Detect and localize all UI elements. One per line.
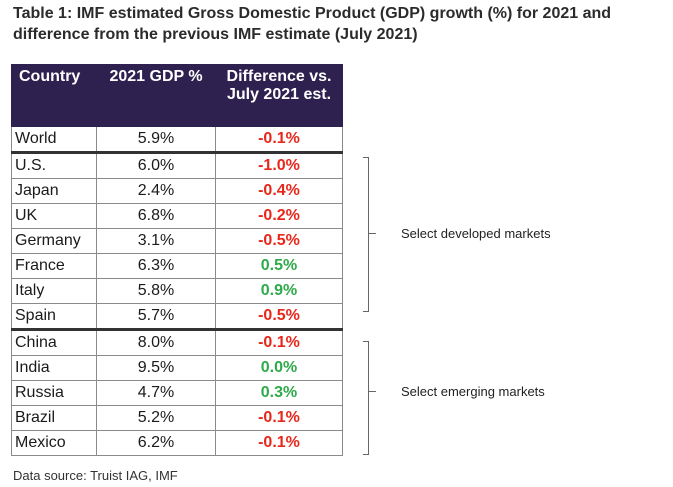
country-cell: UK [11, 203, 97, 229]
gdp-cell: 6.0% [96, 152, 216, 179]
emerging-bracket [363, 341, 369, 455]
table-row: Spain 5.7% -0.5% [11, 303, 343, 331]
difference-cell: -0.1% [215, 405, 343, 431]
difference-cell: -0.1% [215, 430, 343, 456]
gdp-cell: 4.7% [96, 380, 216, 406]
country-cell: France [11, 253, 97, 279]
table-row: France 6.3% 0.5% [11, 253, 343, 279]
gdp-cell: 6.8% [96, 203, 216, 229]
gdp-cell: 5.9% [96, 126, 216, 154]
difference-cell: -0.5% [215, 228, 343, 254]
table-row: UK 6.8% -0.2% [11, 203, 343, 229]
difference-cell: -0.2% [215, 203, 343, 229]
gdp-cell: 9.5% [96, 355, 216, 381]
table-body: World 5.9% -0.1% U.S. 6.0% -1.0% Japan 2.4% -0.4… [11, 126, 343, 456]
gdp-cell: 3.1% [96, 228, 216, 254]
developed-bracket-tick [369, 233, 376, 234]
emerging-markets-label: Select emerging markets [401, 384, 545, 399]
difference-cell: -0.4% [215, 178, 343, 204]
emerging-bracket-tick [369, 391, 376, 392]
country-cell: Spain [11, 303, 97, 331]
developed-bracket [363, 157, 369, 312]
header-gdp: 2021 GDP % [96, 64, 216, 127]
country-cell: Brazil [11, 405, 97, 431]
table-row: World 5.9% -0.1% [11, 126, 343, 154]
difference-cell: 0.3% [215, 380, 343, 406]
table-row: Japan 2.4% -0.4% [11, 178, 343, 204]
gdp-table: Country 2021 GDP % Difference vs. July 2… [11, 64, 343, 456]
table-row: Germany 3.1% -0.5% [11, 228, 343, 254]
difference-cell: 0.0% [215, 355, 343, 381]
table-row: Brazil 5.2% -0.1% [11, 405, 343, 431]
developed-markets-label: Select developed markets [401, 226, 551, 241]
table-row: Mexico 6.2% -0.1% [11, 430, 343, 456]
table-row: U.S. 6.0% -1.0% [11, 152, 343, 179]
country-cell: Germany [11, 228, 97, 254]
difference-cell: 0.9% [215, 278, 343, 304]
country-cell: World [11, 126, 97, 154]
difference-cell: -0.1% [215, 126, 343, 154]
country-cell: India [11, 355, 97, 381]
gdp-cell: 6.2% [96, 430, 216, 456]
difference-cell: -0.1% [215, 329, 343, 356]
header-diff: Difference vs. July 2021 est. [215, 64, 343, 127]
data-source: Data source: Truist IAG, IMF [13, 468, 178, 483]
table-row: Italy 5.8% 0.9% [11, 278, 343, 304]
difference-cell: 0.5% [215, 253, 343, 279]
gdp-cell: 6.3% [96, 253, 216, 279]
gdp-cell: 5.8% [96, 278, 216, 304]
country-cell: Italy [11, 278, 97, 304]
country-cell: Japan [11, 178, 97, 204]
country-cell: Russia [11, 380, 97, 406]
gdp-cell: 8.0% [96, 329, 216, 356]
gdp-cell: 2.4% [96, 178, 216, 204]
header-country: Country [11, 64, 97, 127]
difference-cell: -1.0% [215, 152, 343, 179]
country-cell: U.S. [11, 152, 97, 179]
difference-cell: -0.5% [215, 303, 343, 331]
table-row: Russia 4.7% 0.3% [11, 380, 343, 406]
table-row: China 8.0% -0.1% [11, 329, 343, 356]
table-row: India 9.5% 0.0% [11, 355, 343, 381]
table-header-row: Country 2021 GDP % Difference vs. July 2… [11, 64, 343, 127]
gdp-cell: 5.2% [96, 405, 216, 431]
gdp-cell: 5.7% [96, 303, 216, 331]
table-title: Table 1: IMF estimated Gross Domestic Pr… [13, 5, 612, 43]
country-cell: Mexico [11, 430, 97, 456]
country-cell: China [11, 329, 97, 356]
